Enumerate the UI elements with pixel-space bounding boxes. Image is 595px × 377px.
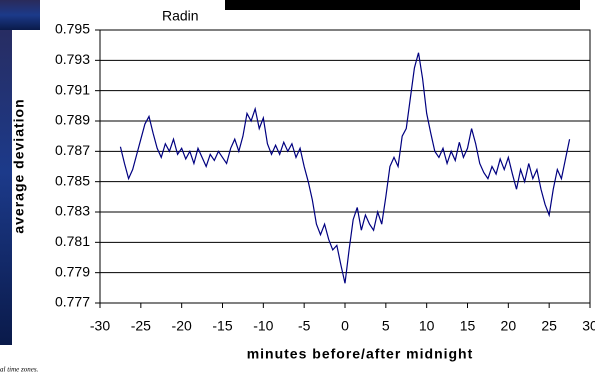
y-tick-label: 0.791 [55, 81, 90, 97]
plot-area [99, 29, 591, 304]
y-tick-label: 0.787 [55, 142, 90, 158]
y-tick-label: 0.783 [55, 203, 90, 219]
data-line [119, 52, 571, 284]
x-tick-label: 25 [541, 318, 557, 334]
x-tick-label: 0 [341, 318, 349, 334]
y-tick-label: 0.789 [55, 112, 90, 128]
x-tick-label: -15 [212, 318, 232, 334]
y-tick-label: 0.795 [55, 21, 90, 37]
background-image [0, 0, 40, 30]
x-tick-label: 20 [501, 318, 517, 334]
y-tick-label: 0.793 [55, 51, 90, 67]
x-tick-label: 10 [419, 318, 435, 334]
x-tick-label: 30 [582, 318, 595, 334]
y-tick-label: 0.785 [55, 172, 90, 188]
top-band [225, 0, 580, 10]
x-axis-label: minutes before/after midnight [247, 346, 474, 362]
footnote: al time zones. [0, 366, 39, 374]
x-tick-label: -5 [298, 318, 311, 334]
x-tick-label: -20 [172, 318, 192, 334]
x-tick-label: -25 [131, 318, 151, 334]
background-image [0, 0, 12, 345]
x-tick-label: -30 [90, 318, 110, 334]
x-tick-label: -10 [253, 318, 273, 334]
y-axis-label: average deviation [11, 98, 27, 233]
x-tick-label: 5 [382, 318, 390, 334]
y-tick-label: 0.779 [55, 263, 90, 279]
x-tick-label: 15 [460, 318, 476, 334]
chart-title: Radin [162, 8, 199, 24]
y-tick-label: 0.777 [55, 294, 90, 310]
y-tick-label: 0.781 [55, 233, 90, 249]
